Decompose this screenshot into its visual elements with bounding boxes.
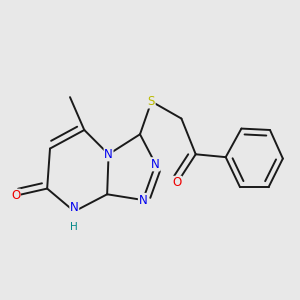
- Text: H: H: [70, 222, 78, 232]
- Text: O: O: [11, 189, 20, 202]
- Text: S: S: [148, 95, 155, 108]
- Text: N: N: [104, 148, 113, 161]
- Text: N: N: [70, 201, 79, 214]
- Text: O: O: [172, 176, 182, 189]
- Text: N: N: [139, 194, 147, 206]
- Text: N: N: [151, 158, 160, 171]
